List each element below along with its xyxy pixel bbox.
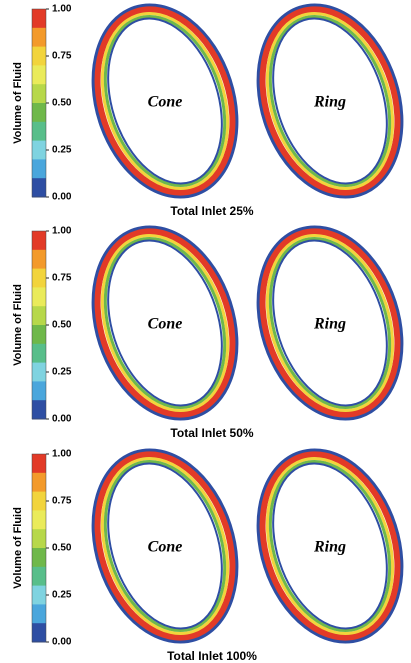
colorbar-band <box>32 47 46 66</box>
colorbar-band <box>32 492 46 511</box>
colorbar-band <box>32 141 46 160</box>
caption: Total Inlet 50% <box>170 426 253 440</box>
panel: 1.00 0.75 0.50 0.25 0.00 Volume of Fluid Cone R… <box>12 432 411 663</box>
colorbar-band <box>32 548 46 567</box>
colorbar-tick-label: 0.75 <box>52 496 72 507</box>
colorbar-band <box>32 231 46 250</box>
caption: Total Inlet 25% <box>170 204 253 218</box>
colorbar-tick-label: 0.50 <box>52 320 72 331</box>
figure: 1.00 0.75 0.50 0.25 0.00 Volume of Fluid Cone R… <box>0 0 411 663</box>
colorbar-band <box>32 363 46 382</box>
colorbar-band <box>32 250 46 269</box>
colorbar-tick-label: 0.00 <box>52 192 72 203</box>
colorbar-band <box>32 9 46 28</box>
colorbar-band <box>32 84 46 103</box>
colorbar-tick-label: 1.00 <box>52 226 72 237</box>
colorbar-band <box>32 529 46 548</box>
colorbar-tick-label: 1.00 <box>52 4 72 15</box>
colorbar-tick-label: 0.50 <box>52 543 72 554</box>
colorbar-tick-label: 0.25 <box>52 367 72 378</box>
colorbar-band <box>32 269 46 288</box>
ring-label: Ring <box>313 316 346 333</box>
ring-label: Ring <box>313 539 346 556</box>
colorbar-tick-label: 1.00 <box>52 449 72 460</box>
ring-label: Ring <box>313 94 346 111</box>
colorbar-title: Volume of Fluid <box>12 507 24 589</box>
colorbar-tick-label: 0.50 <box>52 98 72 109</box>
colorbar-band <box>32 344 46 363</box>
colorbar-tick-label: 0.25 <box>52 590 72 601</box>
colorbar-band <box>32 306 46 325</box>
ring-label: Cone <box>148 94 183 111</box>
panel: 1.00 0.75 0.50 0.25 0.00 Volume of Fluid Cone R… <box>12 0 411 218</box>
colorbar-band <box>32 159 46 178</box>
colorbar-band <box>32 400 46 419</box>
colorbar-tick-label: 0.75 <box>52 51 72 62</box>
colorbar-band <box>32 325 46 344</box>
colorbar-band <box>32 454 46 473</box>
colorbar-band <box>32 623 46 642</box>
colorbar-band <box>32 381 46 400</box>
colorbar-band <box>32 122 46 141</box>
colorbar-band <box>32 473 46 492</box>
colorbar-band <box>32 604 46 623</box>
colorbar-band <box>32 586 46 605</box>
colorbar-title: Volume of Fluid <box>12 284 24 366</box>
colorbar-title: Volume of Fluid <box>12 62 24 144</box>
ring-label: Cone <box>148 316 183 333</box>
panel: 1.00 0.75 0.50 0.25 0.00 Volume of Fluid Cone R… <box>12 209 411 440</box>
colorbar-tick-label: 0.75 <box>52 273 72 284</box>
colorbar-band <box>32 287 46 306</box>
caption: Total Inlet 100% <box>167 649 257 663</box>
colorbar-band <box>32 103 46 122</box>
colorbar-band <box>32 28 46 47</box>
colorbar-band <box>32 65 46 84</box>
colorbar-tick-label: 0.00 <box>52 637 72 648</box>
ring-label: Cone <box>148 539 183 556</box>
colorbar-tick-label: 0.00 <box>52 414 72 425</box>
colorbar-band <box>32 567 46 586</box>
colorbar-band <box>32 178 46 197</box>
colorbar-tick-label: 0.25 <box>52 145 72 156</box>
colorbar-band <box>32 510 46 529</box>
